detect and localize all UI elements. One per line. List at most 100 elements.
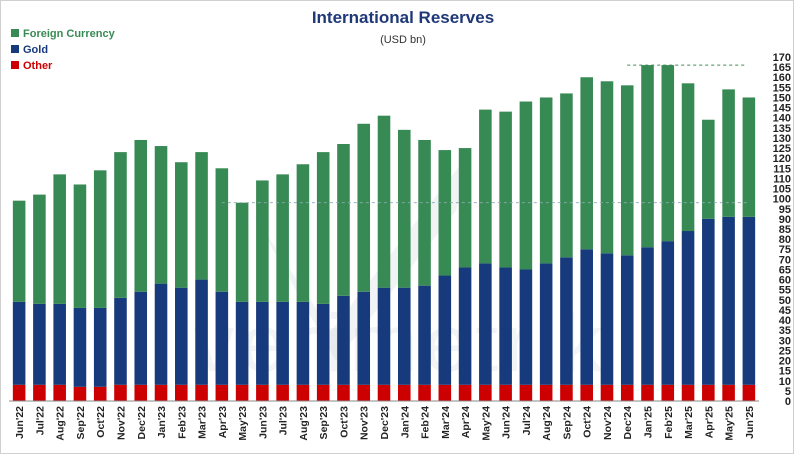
y-tick-label-170: 170 [773,52,791,64]
bar-other-31 [641,384,654,401]
bar-foreign-21 [438,150,452,276]
bar-gold-9 [195,279,208,385]
y-tick-label-85: 85 [779,224,791,236]
bar-gold-16 [337,295,350,385]
y-tick-label-160: 160 [773,72,791,84]
bar-foreign-31 [641,65,654,248]
bar-other-20 [418,384,431,401]
bar-other-30 [620,384,634,401]
y-tick-label-115: 115 [773,163,791,175]
bar-gold-18 [377,287,391,385]
bar-gold-20 [418,285,431,385]
bar-gold-34 [702,218,715,385]
bar-other-7 [154,384,168,401]
bar-foreign-8 [175,162,188,288]
x-tick-label-13: Jul'23 [278,406,290,436]
bar-gold-10 [215,291,229,385]
x-tick-label-23: May'24 [480,406,492,441]
bar-gold-33 [681,231,695,385]
bar-foreign-10 [215,168,229,292]
x-tick-label-27: Sep'24 [561,406,573,440]
x-tick-label-34: Apr'25 [703,406,715,438]
bar-foreign-35 [722,89,735,217]
bar-foreign-16 [337,144,350,296]
y-tick-label-90: 90 [779,214,791,226]
bar-other-1 [33,384,46,401]
bar-other-9 [195,384,208,401]
x-tick-label-22: Apr'24 [460,406,472,438]
x-tick-label-10: Apr'23 [217,406,229,438]
bar-foreign-9 [195,152,208,280]
y-tick-label-95: 95 [779,204,791,216]
bar-other-4 [93,386,107,401]
bar-other-18 [377,384,391,401]
x-tick-label-36: Jun'25 [744,406,756,439]
y-tick-label-70: 70 [779,254,791,266]
bar-other-33 [681,384,695,401]
bar-gold-4 [93,307,107,387]
bar-other-17 [357,384,371,401]
bar-foreign-20 [418,139,431,286]
y-tick-label-40: 40 [779,315,791,327]
x-tick-label-30: Dec'24 [622,406,634,440]
y-tick-label-30: 30 [779,335,791,347]
x-tick-label-14: Aug'23 [298,406,310,441]
bar-gold-11 [235,301,249,385]
bar-gold-15 [316,303,330,385]
bar-foreign-26 [539,97,553,264]
bar-other-28 [580,384,593,401]
bar-gold-35 [722,216,735,385]
bar-other-3 [73,386,87,401]
bar-foreign-22 [458,148,472,268]
bar-foreign-28 [580,77,593,250]
bar-gold-2 [53,303,66,385]
bar-gold-12 [256,301,269,385]
y-tick-label-5: 5 [785,386,791,398]
x-tick-label-15: Sep'23 [318,406,330,440]
y-axis: 0510152025303540455055606570758085909510… [773,52,791,408]
bar-foreign-24 [499,111,512,268]
bar-gold-29 [600,253,614,385]
bar-foreign-7 [154,146,168,284]
bar-gold-24 [499,267,512,385]
bar-other-36 [742,384,756,401]
bar-gold-6 [134,291,148,385]
bar-other-12 [256,384,269,401]
x-tick-label-12: Jun'23 [257,406,269,439]
y-tick-label-60: 60 [779,275,791,287]
bar-foreign-29 [600,81,614,254]
y-tick-label-45: 45 [779,305,791,317]
x-tick-label-18: Dec'23 [379,406,391,440]
x-tick-label-35: May'25 [724,406,736,441]
bar-gold-13 [276,301,289,385]
bar-other-8 [175,384,188,401]
y-tick-label-80: 80 [779,234,791,246]
bar-other-26 [539,384,553,401]
bar-gold-19 [397,287,411,385]
y-tick-label-155: 155 [773,82,791,94]
x-tick-label-3: Sep'22 [75,406,87,440]
bar-other-27 [560,384,573,401]
bar-gold-22 [458,267,472,385]
x-tick-label-25: Jul'24 [521,406,533,436]
legend: Foreign Currency Gold Other [11,28,116,72]
bar-other-6 [134,384,148,401]
bar-gold-30 [620,255,634,385]
bar-other-13 [276,384,289,401]
y-tick-label-55: 55 [779,285,791,297]
y-tick-label-110: 110 [773,173,791,185]
bar-other-5 [114,384,127,401]
bar-gold-23 [479,263,492,385]
bar-foreign-36 [742,97,756,217]
x-tick-label-21: Mar'24 [440,406,452,439]
bar-foreign-1 [33,194,46,304]
reference-lines [221,64,747,204]
bar-foreign-25 [519,101,533,270]
y-tick-label-100: 100 [773,194,791,206]
x-tick-label-29: Nov'24 [602,406,614,440]
x-tick-label-20: Feb'24 [420,406,432,439]
bar-other-16 [337,384,350,401]
y-tick-label-145: 145 [773,103,791,115]
